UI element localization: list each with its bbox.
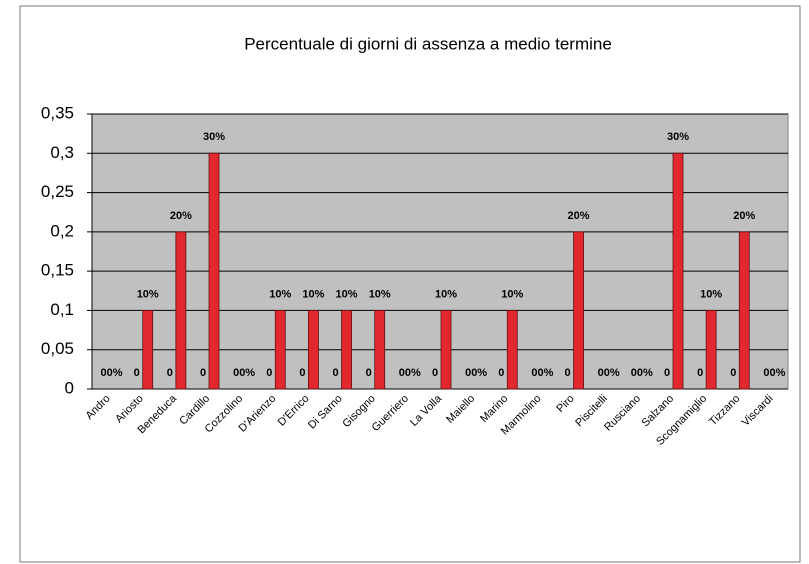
data-label: 0% <box>637 367 653 379</box>
data-label: 0 <box>565 367 571 379</box>
bar <box>705 310 717 390</box>
bar <box>440 310 452 390</box>
data-label: 10% <box>369 288 391 300</box>
data-label: 10% <box>302 288 324 300</box>
data-label: 0 <box>697 367 703 379</box>
bar <box>142 310 154 390</box>
bar <box>672 152 684 390</box>
data-label: 0 <box>763 367 769 379</box>
data-label: 0 <box>730 367 736 379</box>
data-label: 10% <box>700 288 722 300</box>
bar <box>506 310 518 390</box>
data-label: 0% <box>471 367 487 379</box>
data-label: 0 <box>631 367 637 379</box>
data-label: 0 <box>101 367 107 379</box>
data-label: 0 <box>333 367 339 379</box>
data-label: 20% <box>733 210 755 222</box>
y-tick-label: 0,05 <box>41 339 74 358</box>
data-label: 0% <box>604 367 620 379</box>
data-label: 10% <box>269 288 291 300</box>
data-label: 0% <box>405 367 421 379</box>
bar <box>208 152 220 390</box>
y-tick-label: 0,1 <box>50 300 74 319</box>
data-label: 10% <box>435 288 457 300</box>
data-label: 0 <box>266 367 272 379</box>
y-tick-label: 0,15 <box>41 261 74 280</box>
y-tick-label: 0,35 <box>41 103 74 122</box>
bar <box>341 310 352 390</box>
data-label: 0% <box>107 367 123 379</box>
data-label: 0% <box>239 367 255 379</box>
data-label: 0 <box>465 367 471 379</box>
data-label: 0% <box>537 367 553 379</box>
bar <box>573 231 584 390</box>
data-label: 0 <box>299 367 305 379</box>
bar <box>308 310 319 390</box>
data-label: 0 <box>233 367 239 379</box>
data-label: 0 <box>399 367 405 379</box>
data-label: 0 <box>664 367 670 379</box>
data-label: 10% <box>501 288 523 300</box>
data-label: 0 <box>498 367 504 379</box>
data-label: 10% <box>137 288 159 300</box>
data-label: 0 <box>167 367 173 379</box>
data-label: 0 <box>432 367 438 379</box>
data-label: 0 <box>134 367 140 379</box>
chart-title: Percentuale di giorni di assenza a medio… <box>244 34 612 53</box>
y-tick-label: 0,2 <box>50 221 74 240</box>
data-label: 10% <box>336 288 358 300</box>
bar <box>274 310 286 390</box>
bar <box>175 231 187 390</box>
data-label: 0 <box>531 367 537 379</box>
data-label: 0% <box>769 367 785 379</box>
bar <box>738 231 750 390</box>
bar <box>374 310 386 390</box>
y-tick-label: 0 <box>65 378 74 397</box>
data-label: 30% <box>667 131 689 143</box>
data-label: 0 <box>366 367 372 379</box>
y-tick-label: 0,3 <box>50 143 74 162</box>
data-label: 30% <box>203 131 225 143</box>
plot-area <box>91 113 789 390</box>
y-tick-label: 0,25 <box>41 182 74 201</box>
data-label: 20% <box>170 210 192 222</box>
data-label: 0 <box>200 367 206 379</box>
data-label: 0 <box>598 367 604 379</box>
data-label: 20% <box>568 210 590 222</box>
